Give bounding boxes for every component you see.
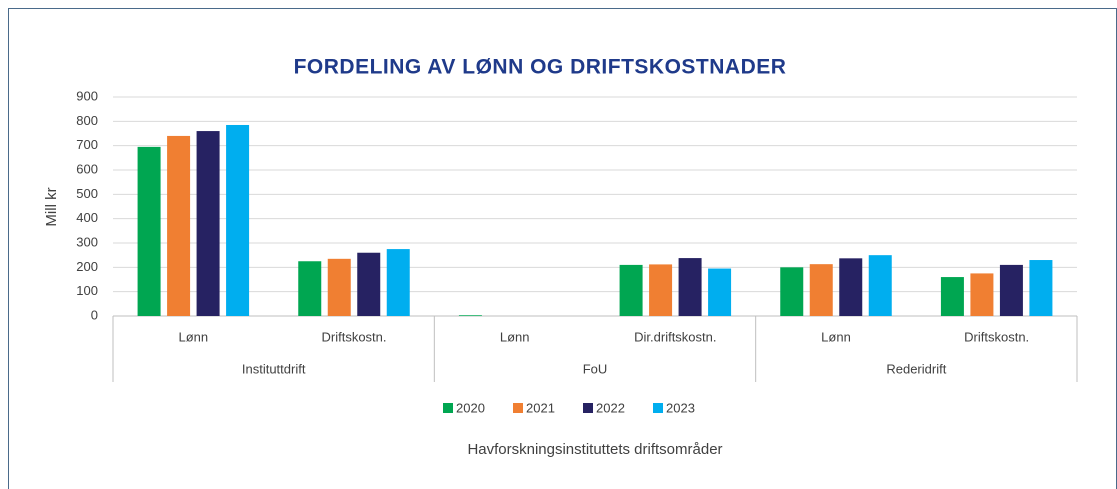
bar (298, 261, 322, 316)
bar (226, 124, 250, 316)
bar (999, 264, 1023, 316)
group-label: Rederidrift (886, 361, 946, 376)
bar (458, 315, 482, 316)
bar (839, 258, 863, 316)
bar (386, 249, 410, 316)
legend-swatch (653, 403, 663, 413)
y-tick-label: 800 (76, 113, 98, 128)
bar (137, 146, 161, 316)
bar (678, 258, 702, 316)
y-tick-label: 300 (76, 234, 98, 249)
x-tick-label: Lønn (179, 329, 209, 344)
y-tick-label: 700 (76, 137, 98, 152)
y-tick-label: 400 (76, 210, 98, 225)
legend-label: 2021 (526, 400, 555, 415)
legend-label: 2022 (596, 400, 625, 415)
x-tick-label: Driftskostn. (321, 329, 386, 344)
legend-label: 2023 (666, 400, 695, 415)
bar (708, 268, 732, 316)
bar (619, 264, 643, 316)
bar (196, 131, 220, 316)
x-tick-label: Lønn (821, 329, 851, 344)
y-axis-title: Mill kr (43, 187, 60, 226)
bar (809, 264, 833, 316)
bar (868, 255, 892, 316)
legend-swatch (443, 403, 453, 413)
legend-swatch (583, 403, 593, 413)
legend-label: 2020 (456, 400, 485, 415)
y-tick-label: 100 (76, 283, 98, 298)
y-tick-label: 600 (76, 161, 98, 176)
chart-title: FORDELING AV LØNN OG DRIFTSKOSTNADER (294, 56, 787, 79)
bar (649, 264, 673, 316)
legend-swatch (513, 403, 523, 413)
bar (357, 252, 381, 316)
x-axis-title: Havforskningsinstituttets driftsområder (467, 441, 722, 458)
y-tick-label: 0 (91, 307, 98, 322)
bar (970, 273, 994, 316)
group-label: Instituttdrift (242, 361, 306, 376)
y-tick-label: 500 (76, 186, 98, 201)
bar (167, 135, 191, 316)
y-tick-label: 200 (76, 259, 98, 274)
x-tick-label: Driftskostn. (964, 329, 1029, 344)
bar (327, 258, 351, 316)
x-tick-label: Dir.driftskostn. (634, 329, 716, 344)
bar (940, 277, 964, 316)
bar (780, 267, 804, 316)
group-label: FoU (583, 361, 608, 376)
y-tick-label: 900 (76, 88, 98, 103)
bar (1029, 260, 1053, 316)
x-tick-label: Lønn (500, 329, 530, 344)
